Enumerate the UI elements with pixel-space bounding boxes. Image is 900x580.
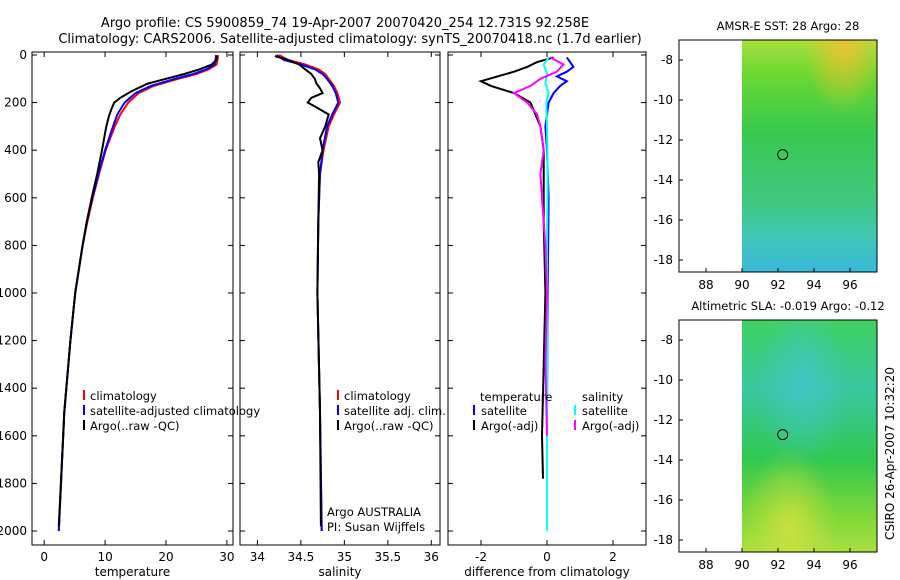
sla-map-ytick-label: -14 xyxy=(653,453,673,467)
sla-map-xtick-label: 88 xyxy=(698,558,713,572)
salinity-xtick-label: 35.5 xyxy=(374,550,401,564)
salinity-series-climatology xyxy=(278,54,342,532)
sst-map-ytick-label: -14 xyxy=(653,173,673,187)
sla-map-ytick-label: -10 xyxy=(653,373,673,387)
temperature-series-climatology xyxy=(57,55,219,532)
difference-legend-item: Argo(-adj) xyxy=(582,419,639,433)
salinity-xtick-label: 36 xyxy=(424,550,439,564)
sst-map-title: AMSR-E SST: 28 Argo: 28 xyxy=(717,19,860,33)
sst-map-field xyxy=(742,40,877,272)
depth-tick-label: 1000 xyxy=(0,286,27,300)
temperature-xlabel: temperature xyxy=(95,565,170,579)
sla-map-ytick-label: -12 xyxy=(653,413,673,427)
sla-map-ytick-label: -18 xyxy=(653,533,673,547)
sla-map-field xyxy=(742,320,877,552)
sst-map-xtick-label: 90 xyxy=(734,278,749,292)
sla-map-panel: Altimetric SLA: -0.019 Argo: -0.12 88 90 92… xyxy=(653,299,884,572)
sst-map-ytick-label: -12 xyxy=(653,133,673,147)
salinity-legend-item: satellite adj. clim. xyxy=(344,404,446,418)
salinity-annotation: Argo AUSTRALIA xyxy=(327,505,421,519)
difference-xtick-label: -2 xyxy=(475,550,487,564)
difference-legend-header: temperature xyxy=(480,390,552,404)
salinity-panel: 34 34.5 35 35.5 36 salinity climatologysatelli… xyxy=(239,51,446,579)
salinity-xtick-label: 34.5 xyxy=(288,550,315,564)
temperature-panel: 0 10 20 30 0 200 400 600 800 1000 1200 1400 1600 1800… xyxy=(0,48,260,579)
depth-tick-label: 1400 xyxy=(0,381,27,395)
depth-tick-label: 600 xyxy=(4,191,27,205)
figure-title-line1: Argo profile: CS 5900859_74 19-Apr-2007 … xyxy=(101,16,589,31)
difference-series-temperature-argo-adj- xyxy=(478,56,554,479)
sla-map-ytick-label: -8 xyxy=(661,333,673,347)
difference-xlabel: difference from climatology xyxy=(464,565,630,579)
sst-map-xtick-label: 92 xyxy=(770,278,785,292)
temperature-legend-item: satellite-adjusted climatology xyxy=(90,404,260,418)
difference-series-salinity-argo-adj- xyxy=(511,56,566,436)
depth-tick-label: 1800 xyxy=(0,476,27,490)
sst-map-argo-marker xyxy=(777,149,789,161)
depth-tick-label: 1600 xyxy=(0,429,27,443)
temperature-xtick-label: 0 xyxy=(40,550,48,564)
difference-legend-item: satellite xyxy=(481,404,527,418)
temperature-legend-item: climatology xyxy=(90,389,157,403)
depth-tick-label: 2000 xyxy=(0,524,27,538)
temperature-xtick-label: 20 xyxy=(158,550,173,564)
difference-xtick-label: 0 xyxy=(543,550,551,564)
temperature-series-argo-raw-qc- xyxy=(57,56,219,527)
sst-map-xtick-label: 88 xyxy=(698,278,713,292)
sst-map-ytick-label: -10 xyxy=(653,93,673,107)
sla-map-argo-marker xyxy=(777,429,789,441)
sla-map-title: Altimetric SLA: -0.019 Argo: -0.12 xyxy=(691,299,884,313)
sst-map-panel: AMSR-E SST: 28 Argo: 28 88 90 92 94 96 -8 -10 -1… xyxy=(653,19,878,292)
salinity-frame xyxy=(239,51,441,546)
salinity-xtick-label: 35 xyxy=(337,550,352,564)
difference-legend-header: salinity xyxy=(582,390,623,404)
side-timestamp-label: CSIRO 26-Apr-2007 10:32:20 xyxy=(883,367,897,540)
depth-tick-label: 1200 xyxy=(0,334,27,348)
sla-map-ytick-label: -16 xyxy=(653,493,673,507)
sst-map-ytick-label: -8 xyxy=(661,53,673,67)
sla-map-xtick-label: 96 xyxy=(842,558,857,572)
depth-tick-label: 400 xyxy=(4,143,27,157)
depth-tick-label: 0 xyxy=(19,48,27,62)
salinity-xtick-label: 34 xyxy=(250,550,265,564)
temperature-xtick-label: 10 xyxy=(97,550,112,564)
sst-map-ytick-label: -16 xyxy=(653,213,673,227)
sla-map-xtick-label: 94 xyxy=(806,558,821,572)
difference-series-salinity-satellite xyxy=(542,56,550,531)
difference-xtick-label: 2 xyxy=(609,550,617,564)
depth-tick-label: 800 xyxy=(4,238,27,252)
salinity-legend-item: climatology xyxy=(344,389,411,403)
depth-tick-label: 200 xyxy=(4,96,27,110)
temperature-frame xyxy=(31,51,234,546)
difference-legend-item: satellite xyxy=(582,404,628,418)
sla-map-xtick-label: 92 xyxy=(770,558,785,572)
difference-series-temperature-satellite xyxy=(544,56,575,531)
difference-legend-item: Argo(-adj) xyxy=(481,419,538,433)
sst-map-xtick-label: 94 xyxy=(806,278,821,292)
salinity-series-argo-raw-qc- xyxy=(274,55,330,527)
sla-map-xtick-label: 90 xyxy=(734,558,749,572)
salinity-annotation: PI: Susan Wijffels xyxy=(327,520,425,534)
temperature-legend-item: Argo(..raw -QC) xyxy=(90,419,180,433)
temperature-xtick-label: 30 xyxy=(219,550,234,564)
salinity-legend-item: Argo(..raw -QC) xyxy=(344,419,434,433)
figure-title-line2: Climatology: CARS2006. Satellite-adjuste… xyxy=(58,32,641,47)
sst-map-xtick-label: 96 xyxy=(842,278,857,292)
salinity-xlabel: salinity xyxy=(318,565,361,579)
sst-map-ytick-label: -18 xyxy=(653,253,673,267)
temperature-series-satellite-adjusted-climatology xyxy=(57,55,217,532)
